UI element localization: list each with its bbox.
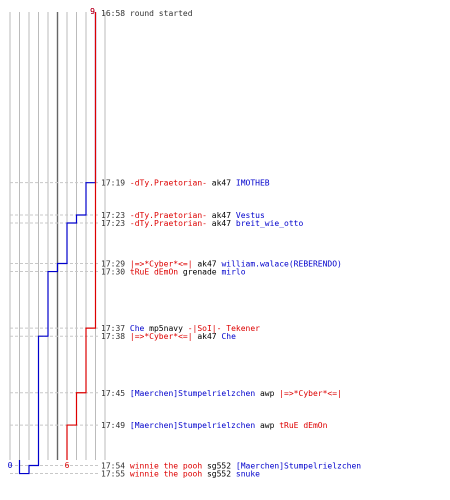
kill-time: 17:23 [101,211,130,220]
weapon-name: ak47 [207,211,236,220]
kill-time: 17:45 [101,389,130,398]
killer-name: [Maerchen]Stumpelrielzchen [130,389,255,398]
killer-name: -dTy.Praetorian- [130,211,207,220]
weapon-name: sg552 [202,470,236,479]
killer-name: |=>*Cyber*<=| [130,259,193,268]
kill-event-row: 17:55 winnie the pooh sg552 snuke [101,470,260,479]
killer-name: -dTy.Praetorian- [130,179,207,188]
weapon-name: mp5navy [144,324,187,333]
kill-time: 17:38 [101,332,130,341]
kill-event-row: 17:45 [Maerchen]Stumpelrielzchen awp |=>… [101,389,342,398]
weapon-name: ak47 [207,219,236,228]
weapon-name: grenade [178,268,221,277]
team-end-count-blue: 0 [8,461,13,470]
kill-event-row: 17:23 -dTy.Praetorian- ak47 breit_wie_ot… [101,219,303,228]
kill-time: 17:23 [101,219,130,228]
victim-name: |=>*Cyber*<=| [279,389,342,398]
team-start-count-blue: 9 [90,7,95,16]
event-guides [10,182,98,475]
start-event-time: 16:58 [101,9,130,18]
victim-name: snuke [236,470,260,479]
victim-name: Vestus [236,211,265,220]
kill-time: 17:30 [101,268,130,277]
kill-event-row: 17:54 winnie the pooh sg552 [Maerchen]St… [101,461,361,470]
victim-name: [Maerchen]Stumpelrielzchen [236,461,361,470]
team-line-blue [18,12,97,475]
killer-name: tRuE dEmOn [130,268,178,277]
killer-name: [Maerchen]Stumpelrielzchen [130,421,255,430]
killer-name: |=>*Cyber*<=| [130,332,193,341]
killer-name: winnie the pooh [130,461,202,470]
kill-event-row: 17:37 Che mp5navy -|SoI|- Tekener [101,324,260,333]
victim-name: tRuE dEmOn [279,421,327,430]
kill-time: 17:37 [101,324,130,333]
kill-time: 17:19 [101,179,130,188]
victim-name: william.walace(REBERENDO) [221,259,341,268]
weapon-name: ak47 [207,179,236,188]
victim-name: mirlo [221,268,245,277]
victim-name: breit_wie_otto [236,219,304,228]
kill-time: 17:54 [101,461,130,470]
weapon-name: ak47 [193,332,222,341]
team-start-count-red: 9 [90,7,95,16]
start-event-row: 16:58 round started [101,9,193,18]
team-line-red [66,12,97,460]
kill-event-row: 17:23 -dTy.Praetorian- ak47 Vestus [101,211,265,220]
kill-event-row: 17:38 |=>*Cyber*<=| ak47 Che [101,332,236,341]
killer-name: -dTy.Praetorian- [130,219,207,228]
kill-time: 17:29 [101,259,130,268]
victim-name: IMOTHEB [236,179,270,188]
start-event-text: round started [130,9,193,18]
team-end-count-red: 6 [65,461,70,470]
weapon-name: sg552 [202,461,236,470]
kill-time: 17:55 [101,470,130,479]
victim-name: Che [221,332,236,341]
killer-name: winnie the pooh [130,470,202,479]
killer-name: Che [130,324,145,333]
lane-grid [9,12,106,460]
kill-event-row: 17:49 [Maerchen]Stumpelrielzchen awp tRu… [101,421,328,430]
weapon-name: awp [255,389,279,398]
kill-event-row: 17:30 tRuE dEmOn grenade mirlo [101,268,246,277]
kill-event-row: 17:29 |=>*Cyber*<=| ak47 william.walace(… [101,259,342,268]
kill-time: 17:49 [101,421,130,430]
weapon-name: awp [255,421,279,430]
kill-event-row: 17:19 -dTy.Praetorian- ak47 IMOTHEB [101,179,270,188]
weapon-name: ak47 [193,259,222,268]
victim-name: -|SoI|- Tekener [188,324,260,333]
